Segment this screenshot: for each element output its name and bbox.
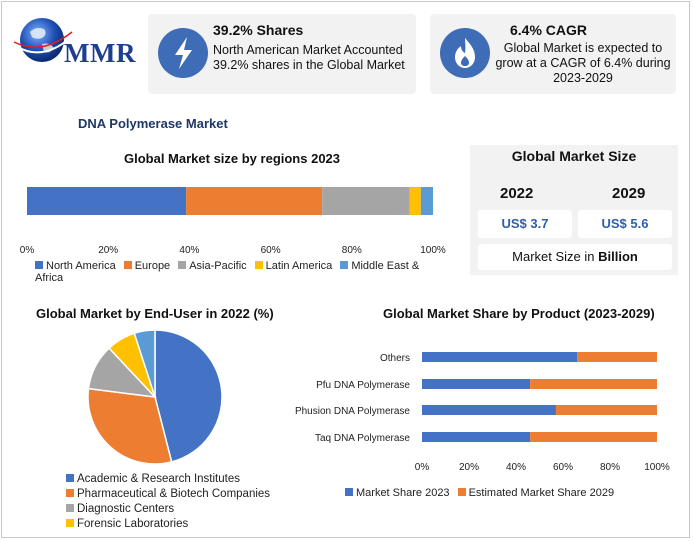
- legend-item: Middle East & Africa: [35, 260, 419, 284]
- legend-item: Pharmaceutical & Biotech Companies: [66, 487, 270, 502]
- category-label: Pfu DNA Polymerase: [316, 380, 410, 391]
- logo: MMR: [12, 12, 142, 72]
- legend-swatch: [123, 261, 132, 269]
- legend-swatch: [254, 261, 263, 269]
- x-tick-label: 60%: [553, 462, 573, 473]
- highlight-text: Global Market is expected to grow at a C…: [495, 41, 671, 85]
- highlight-title: 6.4% CAGR: [510, 22, 588, 38]
- legend-item: Diagnostic Centers: [66, 502, 270, 517]
- pie-slice: [87, 387, 173, 465]
- legend-label: Latin America: [265, 260, 333, 272]
- value-2022-box: US$ 3.7: [478, 210, 572, 238]
- x-tick-label: 40%: [506, 462, 526, 473]
- value-2029-box: US$ 5.6: [578, 210, 672, 238]
- x-tick-label: 80%: [600, 462, 620, 473]
- legend-label: Europe: [134, 260, 171, 272]
- highlight-title: 39.2% Shares: [213, 22, 304, 38]
- enduser-legend: Academic & Research Institutes Pharmaceut…: [66, 472, 270, 532]
- flame-icon: [440, 28, 490, 78]
- bar-segment: [322, 187, 410, 215]
- highlight-card-cagr: 6.4% CAGR Global Market is expected to g…: [430, 14, 676, 94]
- pie-slice: [133, 329, 156, 398]
- legend-label: Pharmaceutical & Biotech Companies: [77, 488, 271, 500]
- category-label: Others: [380, 353, 410, 364]
- regions-legend: North America Europe Asia-Pacific Latin Ame…: [35, 260, 455, 284]
- x-tick-label: 20%: [459, 462, 479, 473]
- year-2022: 2022: [500, 185, 534, 202]
- enduser-pie-chart: [87, 329, 223, 465]
- enduser-chart-title: Global Market by End-User in 2022 (%): [36, 306, 274, 321]
- legend-swatch: [457, 488, 466, 496]
- product-chart-title: Global Market Share by Product (2023-202…: [383, 306, 655, 321]
- legend-swatch: [35, 261, 43, 269]
- x-tick-label: 0%: [415, 462, 430, 473]
- unit-bold: Billion: [598, 249, 638, 264]
- x-tick-label: 60%: [261, 245, 281, 256]
- bar-segment: [422, 405, 556, 415]
- pie-slice: [154, 329, 223, 463]
- legend-item: Asia-Pacific: [178, 260, 247, 272]
- product-chart: Others Pfu DNA Polymerase Phusion DNA Poly…: [295, 352, 670, 473]
- bar-segment: [530, 379, 657, 389]
- legend-swatch: [178, 261, 187, 269]
- x-tick-label: 40%: [179, 245, 199, 256]
- legend-swatch: [345, 488, 353, 496]
- bar-segment: [422, 432, 531, 442]
- legend-item: Latin America: [254, 260, 333, 272]
- market-size-title: Global Market Size: [511, 148, 637, 164]
- legend-label: Market Share 2023: [356, 487, 450, 499]
- legend-item: Estimated Market Share 2029: [457, 487, 615, 499]
- regions-chart-title: Global Market size by regions 2023: [123, 151, 341, 166]
- market-name: DNA Polymerase Market: [78, 116, 228, 131]
- x-tick-label: 100%: [420, 245, 446, 256]
- bar-segment: [422, 379, 531, 389]
- legend-swatch: [66, 474, 74, 482]
- legend-label: North America: [46, 260, 116, 272]
- unit-prefix: Market Size in: [512, 249, 599, 264]
- highlight-text: North American Market Accounted 39.2% sh…: [213, 43, 405, 72]
- market-size-box: Global Market Size 2022 2029 US$ 3.7 US$…: [470, 145, 678, 275]
- regions-chart: 0% 20% 40% 60% 80% 100%: [20, 187, 446, 256]
- bar-segment: [422, 352, 578, 362]
- brand-name: MMR: [64, 38, 136, 68]
- legend-swatch: [66, 504, 74, 512]
- legend-item: Forensic Laboratories: [66, 517, 270, 532]
- category-label: Phusion DNA Polymerase: [295, 406, 410, 417]
- x-tick-label: 20%: [98, 245, 118, 256]
- bar-segment: [409, 187, 421, 215]
- legend-label: Academic & Research Institutes: [77, 473, 240, 485]
- bar-segment: [555, 405, 657, 415]
- x-tick-label: 0%: [20, 245, 35, 256]
- legend-item: Academic & Research Institutes: [66, 472, 270, 487]
- year-2029: 2029: [612, 185, 646, 202]
- legend-swatch: [66, 489, 74, 497]
- x-tick-label: 100%: [644, 462, 670, 473]
- legend-label: Diagnostic Centers: [77, 503, 175, 515]
- value-2022: US$ 3.7: [501, 216, 549, 231]
- legend-swatch: [340, 261, 349, 269]
- x-tick-label: 80%: [342, 245, 362, 256]
- legend-item: Europe: [123, 260, 171, 272]
- value-2029: US$ 5.6: [601, 216, 649, 231]
- bar-segment: [530, 432, 657, 442]
- legend-item: Market Share 2023: [345, 487, 450, 499]
- globe-icon: [13, 18, 73, 62]
- legend-label: Asia-Pacific: [189, 260, 247, 272]
- category-label: Taq DNA Polymerase: [315, 433, 410, 444]
- legend-label: Middle East & Africa: [35, 260, 420, 284]
- bar-segment: [186, 187, 323, 215]
- bar-segment: [27, 187, 187, 215]
- legend-label: Estimated Market Share 2029: [468, 487, 615, 499]
- bar-segment: [577, 352, 657, 362]
- legend-item: North America: [35, 260, 116, 272]
- lightning-icon: [158, 28, 208, 78]
- product-legend: Market Share 2023 Estimated Market Share …: [345, 487, 622, 499]
- legend-label: Forensic Laboratories: [77, 518, 189, 530]
- bar-segment: [420, 187, 433, 215]
- highlight-card-shares: 39.2% Shares North American Market Accou…: [148, 14, 416, 94]
- unit-label: Market Size in Billion: [478, 244, 672, 270]
- legend-swatch: [66, 519, 74, 527]
- unit-box: Market Size in Billion: [478, 244, 672, 270]
